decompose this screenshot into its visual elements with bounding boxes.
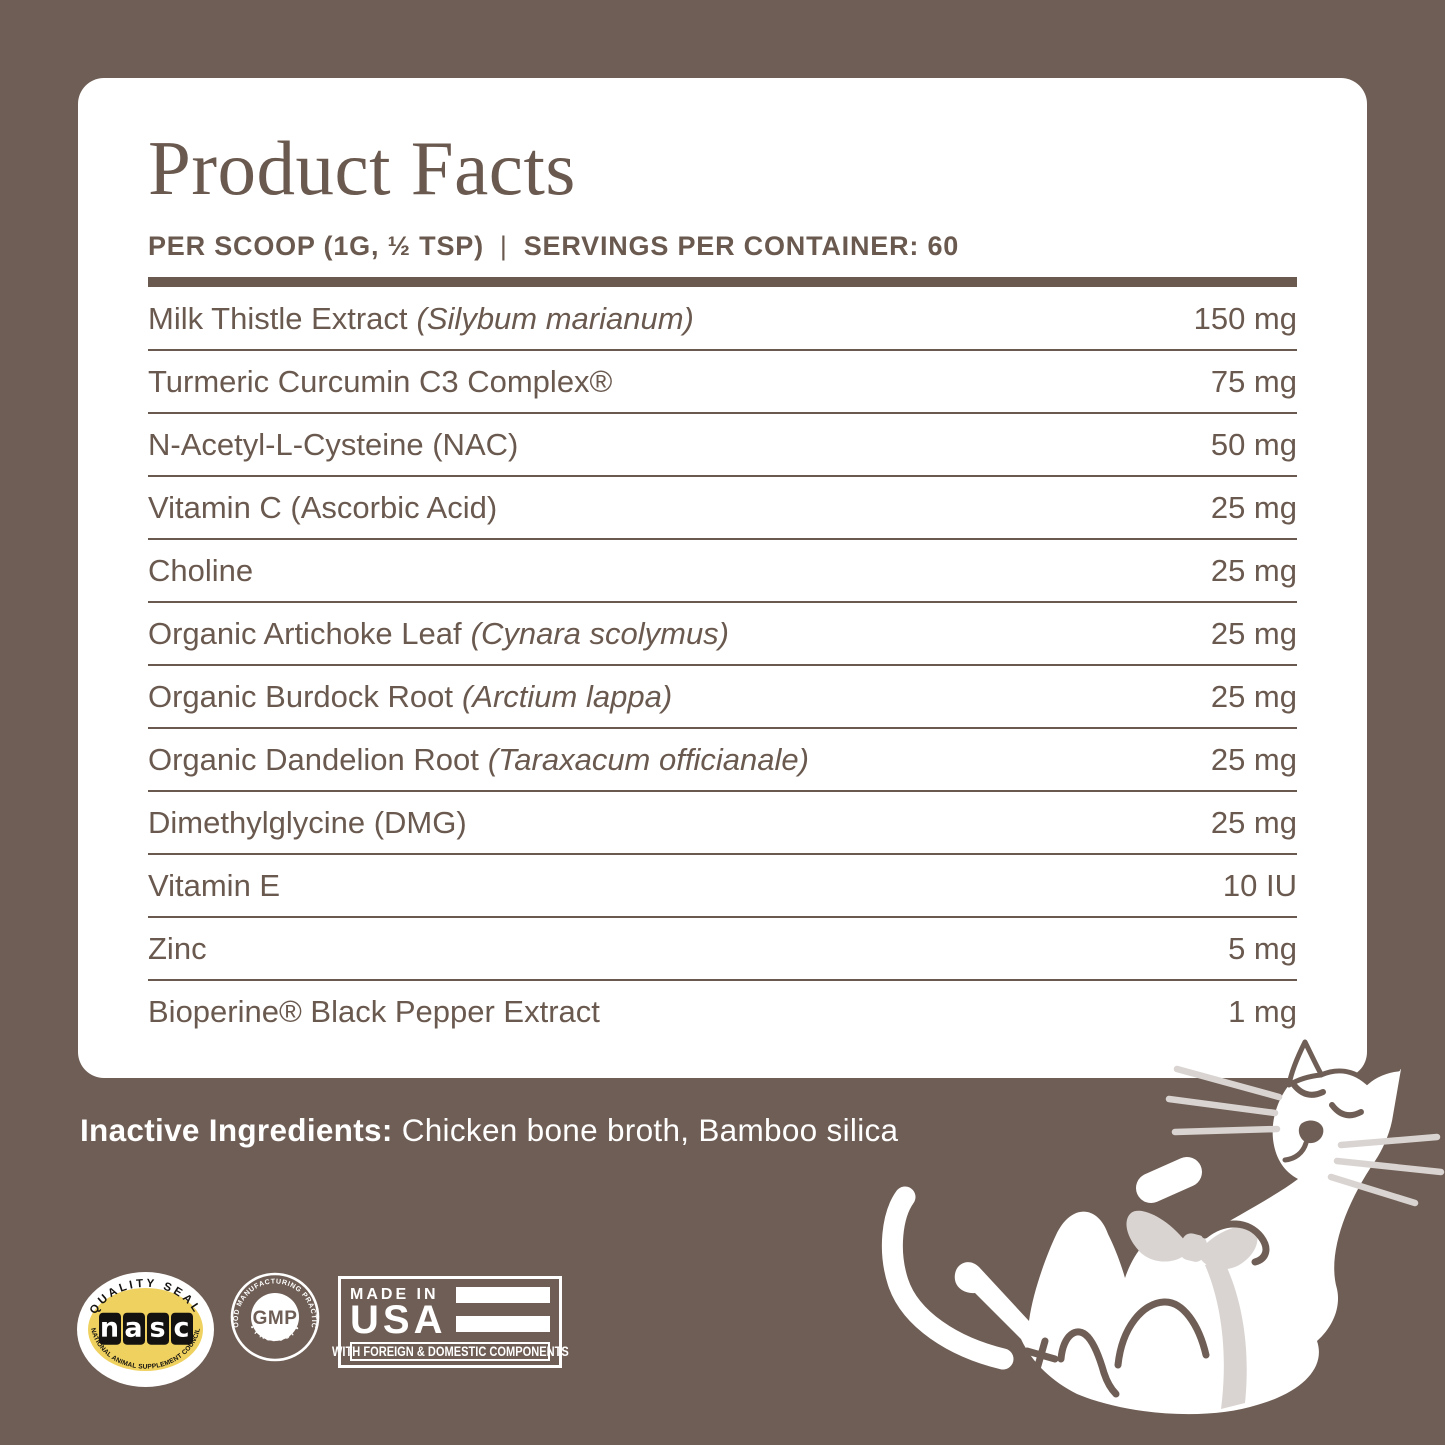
cat-head-top-outline: [1318, 1066, 1401, 1086]
table-row: Bioperine® Black Pepper Extract 1 mg: [148, 979, 1297, 1042]
inactive-ingredients-text: Chicken bone broth, Bamboo silica: [401, 1112, 899, 1148]
cat-nose: [1298, 1120, 1324, 1144]
table-row: Choline 25 mg: [148, 538, 1297, 601]
nasc-quality-seal-badge: QUALITY SEAL NATIONAL ANIMAL SUPPLEMENT …: [77, 1272, 214, 1387]
ingredient-amount: 1 mg: [1228, 993, 1297, 1029]
whisker: [1165, 1095, 1279, 1117]
ingredient-amount: 50 mg: [1210, 426, 1297, 462]
usa-components-text: WITH FOREIGN & DOMESTIC COMPONENTS: [331, 1344, 569, 1359]
ingredient-name: Organic Burdock Root (Arctium lappa): [148, 678, 673, 714]
gmp-badge: GOOD MANUFACTURING PRACTICE • PRODUCT • …: [227, 1267, 320, 1362]
cat-right-eye: [1329, 1102, 1364, 1119]
cat-ribbon-band: [1205, 1259, 1247, 1409]
page-title: Product Facts: [148, 125, 576, 211]
usa-flag-bars: [456, 1287, 550, 1337]
nasc-letter: c: [170, 1312, 193, 1345]
ingredient-name: Turmeric Curcumin C3 Complex®: [148, 363, 613, 399]
nasc-logo-letters: n a s c: [98, 1312, 193, 1345]
cat-hind-leg-line-big: [1114, 1298, 1210, 1369]
table-row: Turmeric Curcumin C3 Complex® 75 mg: [148, 349, 1297, 412]
cat-bow-right-loop: [1197, 1226, 1258, 1270]
cat-bow-knot: [1179, 1233, 1207, 1262]
ingredient-name: Vitamin C (Ascorbic Acid): [148, 489, 498, 525]
usa-label: USA: [350, 1298, 447, 1342]
made-in-usa-badge: MADE IN USA WITH FOREIGN & DOMESTIC COMP…: [332, 1276, 568, 1368]
cat-plus-mark: [1023, 1337, 1059, 1373]
ingredient-latin-name: (Silybum marianum): [416, 300, 694, 336]
ingredient-latin-name: (Cynara scolymus): [470, 615, 730, 651]
nasc-letter: s: [146, 1312, 169, 1345]
ingredient-amount: 25 mg: [1210, 678, 1297, 714]
table-row: Zinc 5 mg: [148, 916, 1297, 979]
svg-text:GMP: GMP: [253, 1308, 298, 1329]
table-row: Vitamin C (Ascorbic Acid) 25 mg: [148, 475, 1297, 538]
ingredient-name: N-Acetyl-L-Cysteine (NAC): [148, 426, 519, 462]
cat-front-paw: [1136, 1157, 1202, 1203]
cat-left-eye: [1291, 1082, 1326, 1098]
cat-whiskers: [1165, 1065, 1445, 1207]
whisker: [1337, 1133, 1441, 1149]
whisker: [1333, 1157, 1445, 1176]
inactive-ingredients-line: Inactive Ingredients: Chicken bone broth…: [80, 1112, 898, 1149]
svg-text:QUALITY SEAL: QUALITY SEAL: [88, 1278, 204, 1317]
ingredient-table: Milk Thistle Extract (Silybum marianum) 1…: [148, 288, 1297, 1042]
whisker: [1171, 1125, 1281, 1136]
flag-bar: [456, 1287, 550, 1303]
nasc-letter: n: [98, 1312, 121, 1345]
cat-hind-leg-line-small: [1057, 1328, 1120, 1398]
whisker: [1173, 1065, 1283, 1101]
cat-mouth: [1282, 1140, 1309, 1163]
table-row: Milk Thistle Extract (Silybum marianum) 1…: [148, 288, 1297, 349]
ingredient-name: Zinc: [148, 930, 207, 966]
made-in-label: MADE IN: [350, 1286, 439, 1303]
ingredient-name: Choline: [148, 552, 254, 588]
ingredient-latin-name: (Arctium lappa): [461, 678, 673, 714]
table-row: N-Acetyl-L-Cysteine (NAC) 50 mg: [148, 412, 1297, 475]
usa-components-strip: WITH FOREIGN & DOMESTIC COMPONENTS: [332, 1342, 568, 1361]
ingredient-amount: 10 IU: [1222, 867, 1297, 903]
ingredient-amount: 25 mg: [1210, 804, 1297, 840]
gmp-seal: GOOD MANUFACTURING PRACTICE • PRODUCT • …: [227, 1267, 320, 1362]
header-divider-rule: [148, 277, 1297, 287]
ingredient-amount: 25 mg: [1210, 615, 1297, 651]
whisker: [1327, 1173, 1419, 1207]
table-row: Vitamin E 10 IU: [148, 853, 1297, 916]
relaxed-cat-illustration: [881, 1039, 1445, 1415]
ingredient-amount: 5 mg: [1228, 930, 1297, 966]
cat-body: [954, 1042, 1401, 1415]
subtitle-divider: |: [499, 231, 508, 261]
ingredient-latin-name: (Taraxacum officianale): [487, 741, 809, 777]
ingredient-amount: 25 mg: [1210, 552, 1297, 588]
product-facts-card: Product Facts PER SCOOP (1G, ½ TSP) | SE…: [78, 78, 1367, 1078]
nasc-letter: a: [122, 1312, 145, 1345]
ingredient-name: Organic Dandelion Root (Taraxacum officia…: [148, 741, 809, 777]
ingredient-name: Vitamin E: [148, 867, 281, 903]
ingredient-name: Milk Thistle Extract (Silybum marianum): [148, 300, 694, 336]
ingredient-amount: 150 mg: [1193, 300, 1297, 336]
table-row: Organic Dandelion Root (Taraxacum officia…: [148, 727, 1297, 790]
ingredient-name: Bioperine® Black Pepper Extract: [148, 993, 600, 1029]
cat-bow-left-loop: [1126, 1210, 1191, 1262]
ingredient-amount: 75 mg: [1210, 363, 1297, 399]
table-row: Dimethylglycine (DMG) 25 mg: [148, 790, 1297, 853]
usa-badge-text: MADE IN USA: [350, 1286, 447, 1342]
serving-info-line: PER SCOOP (1G, ½ TSP) | SERVINGS PER CON…: [148, 231, 1297, 262]
cat-front-leg-line: [1201, 1220, 1270, 1266]
inactive-ingredients-label: Inactive Ingredients:: [80, 1112, 393, 1148]
usa-badge-top: MADE IN USA: [350, 1286, 550, 1342]
ingredient-name: Organic Artichoke Leaf (Cynara scolymus): [148, 615, 730, 651]
cat-tail: [881, 1186, 1014, 1370]
servings-per-container-text: SERVINGS PER CONTAINER: 60: [523, 231, 960, 261]
ingredient-name: Dimethylglycine (DMG): [148, 804, 467, 840]
ingredient-amount: 25 mg: [1210, 741, 1297, 777]
ingredient-amount: 25 mg: [1210, 489, 1297, 525]
serving-size-text: PER SCOOP (1G, ½ TSP): [148, 231, 484, 261]
table-row: Organic Artichoke Leaf (Cynara scolymus) …: [148, 601, 1297, 664]
table-row: Organic Burdock Root (Arctium lappa) 25 m…: [148, 664, 1297, 727]
flag-bar: [456, 1316, 550, 1332]
